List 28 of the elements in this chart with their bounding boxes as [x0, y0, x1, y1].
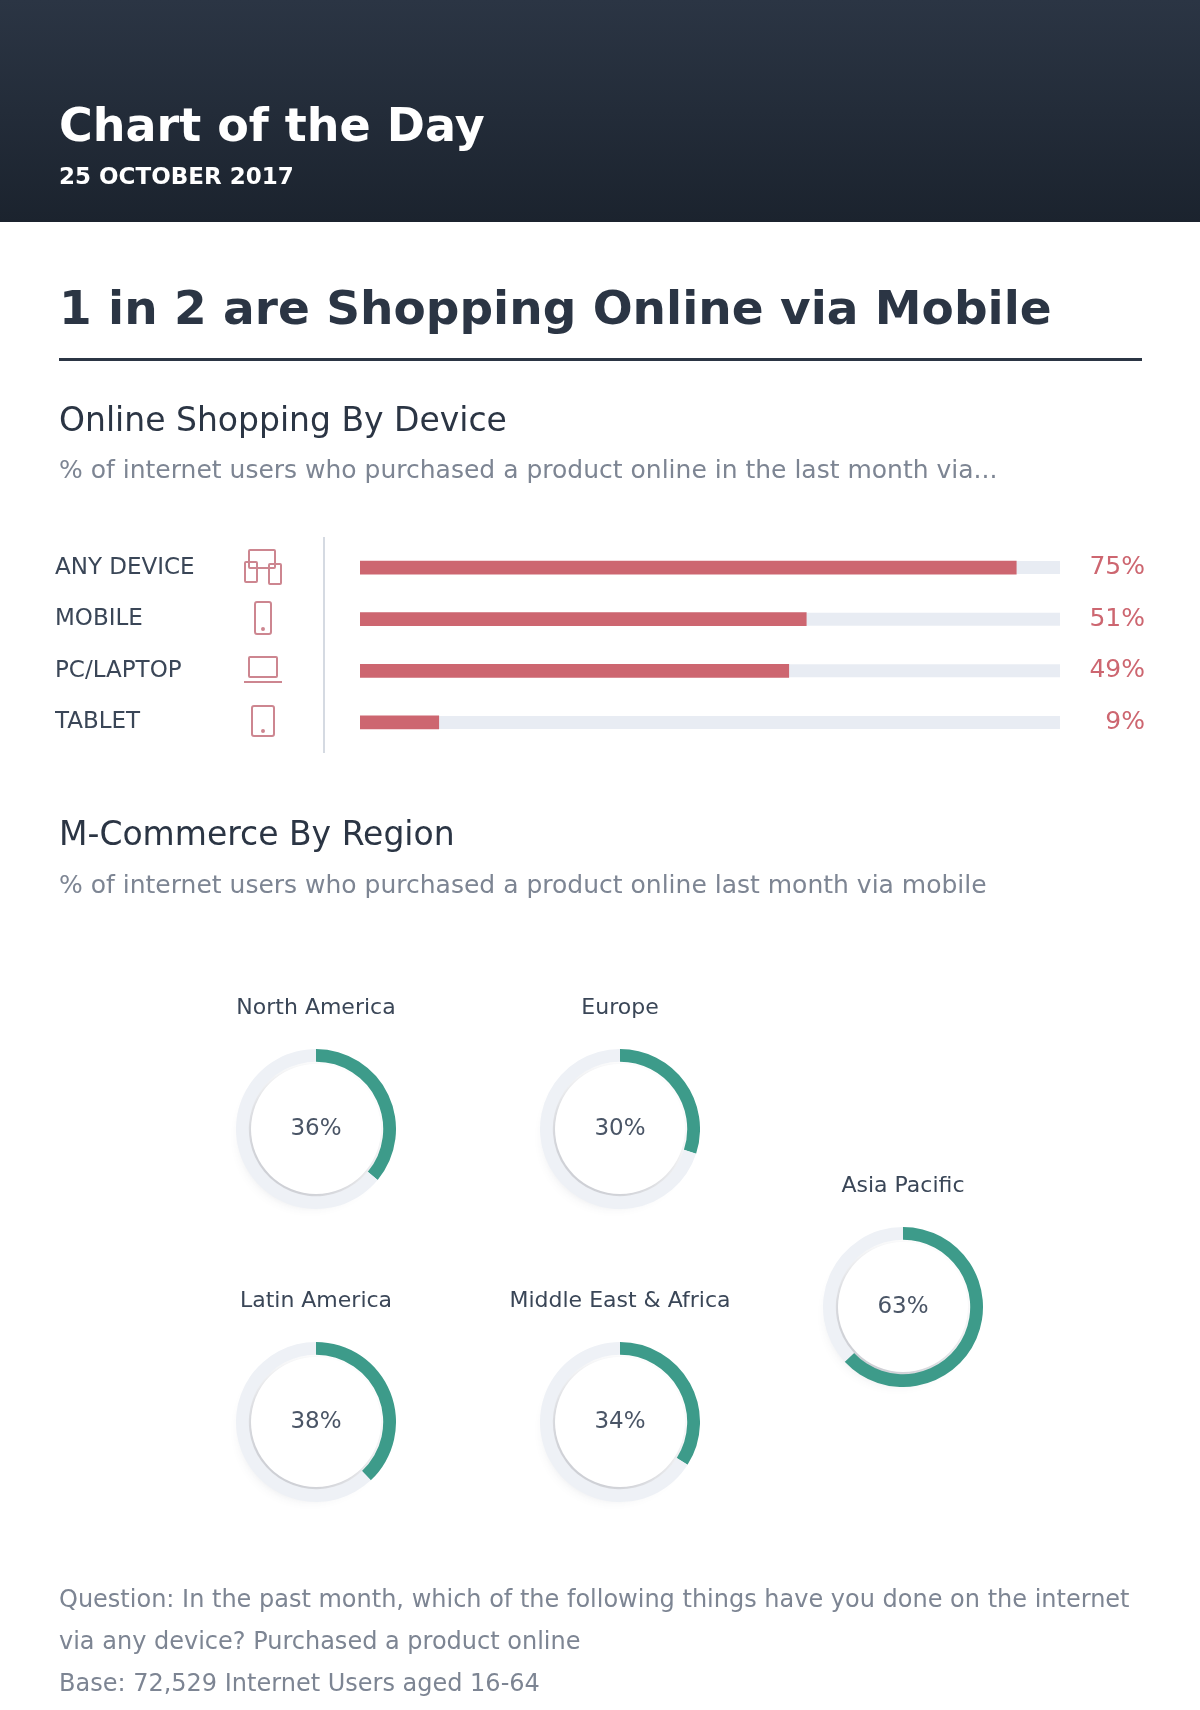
text: 1 in 2 are Shopping Online via Mobile — [59, 280, 1052, 335]
chart-title: Middle East & Africa — [508, 1287, 732, 1312]
text: M-Commerce By Region — [59, 814, 455, 853]
text: Chart of the Day — [59, 98, 485, 152]
chart-title: Latin America — [238, 1287, 394, 1312]
y-tick-label: PC/LAPTOP — [55, 655, 182, 682]
text: Base: 72,529 Internet Users aged 16-64 — [59, 1668, 541, 1699]
y-tick-label: MOBILE — [55, 604, 143, 631]
chart-title: Asia Pacific — [840, 1172, 966, 1197]
data-label: 49% — [1089, 654, 1145, 684]
data-label: 51% — [1089, 602, 1145, 632]
chart-title: North America — [235, 994, 397, 1019]
data-label: 63% — [877, 1291, 929, 1318]
data-label: 75% — [1089, 551, 1145, 581]
text: Question: In the past month, which of the following things have you done on the internet via any device? Purchased a product online — [59, 1584, 1131, 1657]
chart-title: Europe — [580, 994, 660, 1019]
data-label: 9% — [1105, 705, 1145, 735]
text: % of internet users who purchased a product online last month via mobile — [59, 870, 987, 899]
y-tick-label: ANY DEVICE — [55, 552, 195, 579]
bar — [360, 715, 440, 730]
data-label: 38% — [290, 1406, 342, 1433]
data-label: 36% — [290, 1113, 342, 1140]
y-tick-label: TABLET — [54, 707, 142, 734]
data-label: 30% — [594, 1113, 646, 1140]
chart-subtitle: % of internet users who purchased a product online in the last month via... — [59, 455, 998, 484]
text: 25 OCTOBER 2017 — [59, 163, 294, 189]
chart-title: Online Shopping By Device — [59, 400, 507, 439]
data-label: 34% — [594, 1406, 646, 1433]
